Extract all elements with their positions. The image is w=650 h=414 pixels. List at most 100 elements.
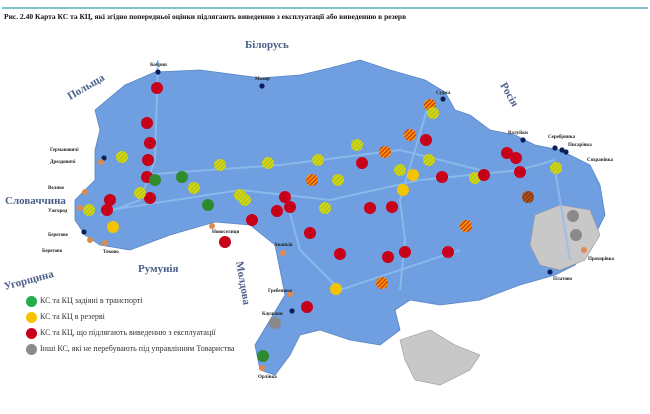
compressor-station-marker	[356, 157, 368, 169]
point-label: Прохорівка	[588, 257, 615, 262]
compressor-station-marker	[501, 147, 513, 159]
compressor-station-marker	[176, 171, 188, 183]
border-point-marker	[77, 205, 83, 211]
compressor-station-marker	[188, 182, 200, 194]
compressor-station-marker	[407, 169, 419, 181]
compressor-station-marker	[442, 246, 454, 258]
border-point-marker	[209, 223, 215, 229]
border-point-marker	[559, 147, 565, 153]
compressor-station-marker	[104, 194, 116, 206]
border-point-marker	[81, 229, 87, 235]
compressor-station-marker	[460, 220, 472, 232]
green-dot-icon	[26, 296, 37, 307]
compressor-station-marker	[269, 317, 281, 329]
point-label: Кобрин	[150, 63, 167, 68]
border-point-marker	[563, 149, 569, 155]
compressor-station-marker	[214, 159, 226, 171]
compressor-station-marker	[394, 164, 406, 176]
compressor-station-marker	[134, 187, 146, 199]
compressor-station-marker	[514, 166, 526, 178]
compressor-station-marker	[364, 202, 376, 214]
border-point-marker	[82, 189, 88, 195]
compressor-station-marker	[510, 152, 522, 164]
compressor-station-marker	[478, 169, 490, 181]
grey-dot-icon	[26, 344, 37, 355]
compressor-station-marker	[376, 277, 388, 289]
point-label: Велике	[48, 186, 65, 191]
yellow-dot-icon	[26, 312, 37, 323]
label-russia: Росія	[497, 81, 520, 109]
point-label: Германовичі	[50, 148, 79, 153]
point-label: Суджа	[436, 91, 451, 96]
point-label: Мозир	[255, 77, 270, 82]
legend-item-decommission: КС та КЦ, що підлягають виведенню з експ…	[26, 328, 246, 339]
compressor-station-marker	[246, 214, 258, 226]
legend-label: КС та КЦ в резерві	[40, 312, 105, 321]
point-label: Дроздовичі	[50, 160, 76, 165]
header-rule	[2, 7, 648, 9]
legend-item-other: Інші КС, які не перебувають під управлін…	[26, 344, 246, 355]
point-label: Ужгород	[48, 209, 68, 214]
point-label: Берегове	[48, 233, 69, 238]
border-point-marker	[520, 137, 526, 143]
compressor-station-marker	[567, 210, 579, 222]
point-label: Платово	[553, 277, 572, 282]
compressor-station-marker	[257, 350, 269, 362]
point-label: Сохранівка	[587, 158, 614, 163]
compressor-station-marker	[382, 251, 394, 263]
point-label: Новоселиця	[212, 230, 239, 235]
compressor-station-marker	[334, 248, 346, 260]
border-point-marker	[259, 83, 265, 89]
compressor-station-marker	[436, 171, 448, 183]
map-legend: КС та КЦ задіяні в транспорті КС та КЦ в…	[26, 296, 246, 360]
compressor-station-marker	[219, 236, 231, 248]
compressor-station-marker	[306, 174, 318, 186]
legend-label: КС та КЦ, що підлягають виведенню з експ…	[40, 328, 216, 337]
border-point-marker	[287, 291, 293, 297]
compressor-station-marker	[284, 201, 296, 213]
border-point-marker	[87, 237, 93, 243]
compressor-station-marker	[420, 134, 432, 146]
crimea-territory	[399, 329, 481, 386]
compressor-station-marker	[312, 154, 324, 166]
compressor-station-marker	[271, 205, 283, 217]
compressor-station-marker	[379, 146, 391, 158]
compressor-station-marker	[202, 199, 214, 211]
border-point-marker	[280, 250, 286, 256]
border-point-marker	[289, 308, 295, 314]
point-label: Теково	[103, 250, 119, 255]
compressor-station-marker	[101, 204, 113, 216]
border-point-marker	[98, 159, 104, 165]
compressor-station-marker	[151, 82, 163, 94]
border-point-marker	[155, 69, 161, 75]
compressor-station-marker	[116, 151, 128, 163]
compressor-station-marker	[142, 154, 154, 166]
border-point-marker	[440, 96, 446, 102]
label-belarus: Білорусь	[245, 39, 289, 51]
border-point-marker	[101, 155, 107, 161]
compressor-station-marker	[304, 227, 316, 239]
compressor-station-marker	[423, 154, 435, 166]
figure-caption: Рис. 2.40 Карта КС та КЦ, які згідно поп…	[4, 12, 407, 21]
label-slovakia: Словаччина	[5, 195, 66, 207]
red-dot-icon	[26, 328, 37, 339]
compressor-station-marker	[83, 204, 95, 216]
border-point-marker	[581, 247, 587, 253]
ukraine-territory	[74, 59, 606, 376]
compressor-station-marker	[570, 229, 582, 241]
legend-item-reserve: КС та КЦ в резерві	[26, 312, 246, 323]
point-label: Писарівка	[568, 143, 592, 148]
compressor-station-marker	[319, 202, 331, 214]
compressor-station-marker	[522, 191, 534, 203]
point-label: Серебрянка	[548, 135, 576, 140]
legend-item-in-transport: КС та КЦ задіяні в транспорті	[26, 296, 246, 307]
point-label: Валуйки	[508, 131, 528, 136]
compressor-station-marker	[330, 283, 342, 295]
border-point-marker	[547, 269, 553, 275]
border-point-marker	[102, 240, 108, 246]
label-hungary: Угорщина	[3, 268, 56, 293]
label-romania: Румунія	[138, 263, 178, 275]
compressor-station-marker	[239, 194, 251, 206]
compressor-station-marker	[351, 139, 363, 151]
